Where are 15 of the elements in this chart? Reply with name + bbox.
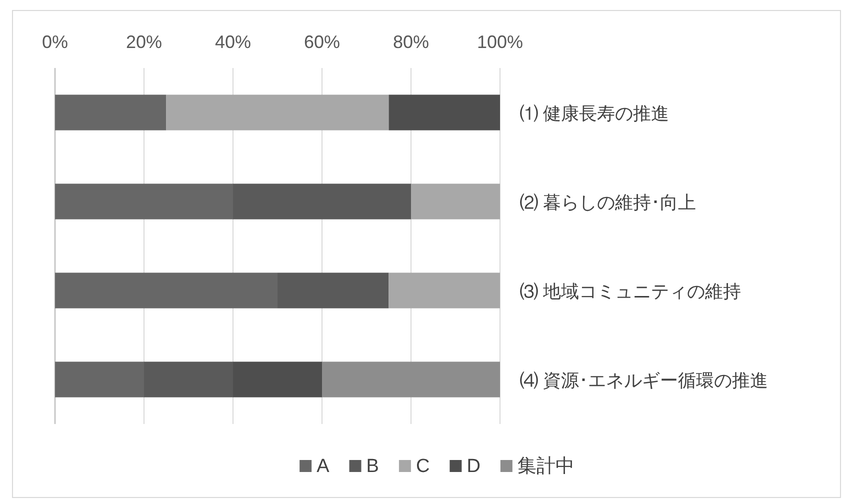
x-tick-label: 80% [392,32,430,52]
legend-label: B [366,456,379,477]
x-tick-label: 0% [42,32,68,52]
y-tick-label: ⑴ 健康長寿の推進 [520,104,670,124]
y-tick-label: ⑷ 資源･エネルギー循環の推進 [520,370,768,390]
legend-label: 集計中 [517,456,574,477]
legend-label: C [416,456,430,477]
legend-label: A [316,456,330,477]
x-tick-label: 20% [126,32,162,52]
x-tick-label: 100% [476,32,524,52]
y-tick-label: ⑶ 地域コミュニティの維持 [520,282,742,302]
y-tick-label: ⑵ 暮らしの維持･向上 [520,192,696,212]
x-tick-label: 60% [304,32,340,52]
legend-label: D [466,456,480,477]
x-tick-label: 40% [214,32,252,52]
